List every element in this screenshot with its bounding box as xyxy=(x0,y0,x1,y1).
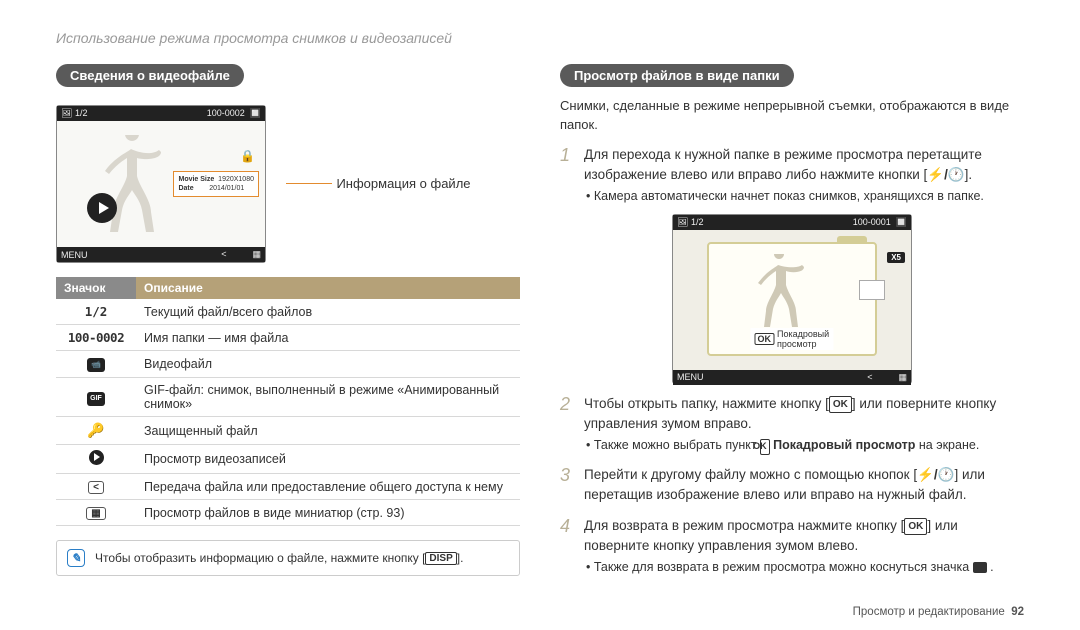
step-text: Перейти к другому файлу можно с помощью … xyxy=(584,465,1024,506)
grid-icon: ▦ xyxy=(252,249,261,260)
play-icon xyxy=(89,450,104,465)
photo-stack-icon xyxy=(859,280,885,300)
table-row: 100-0002Имя папки — имя файла xyxy=(56,325,520,351)
file-info-box: Movie Size 1920X1080 Date 2014/01/01 xyxy=(173,171,259,197)
table-row: ▦Просмотр файлов в виде миниатюр (стр. 9… xyxy=(56,500,520,526)
folder-dark-icon xyxy=(973,562,987,573)
camera-icon: 📹 xyxy=(87,358,105,372)
step-text: Для перехода к нужной папке в режиме про… xyxy=(584,145,1024,186)
x5-badge: X5 xyxy=(887,252,905,263)
disp-button: DISP xyxy=(425,552,456,565)
share-icon: < xyxy=(867,372,872,383)
dancer-silhouette xyxy=(749,254,819,336)
note-box: ✎ Чтобы отобразить информацию о файле, н… xyxy=(56,540,520,576)
table-row: 📹Видеофайл xyxy=(56,351,520,378)
lock-icon: 🔑 xyxy=(87,422,104,438)
step-number: 1 xyxy=(560,145,576,186)
step-number: 4 xyxy=(560,516,576,557)
folder-preview-screen: 🖼 1/2 100-0001 🔲 X5 OKПокадровый просмот… xyxy=(672,214,912,384)
menu-label: MENU xyxy=(677,372,704,382)
menu-label: MENU xyxy=(61,250,88,260)
bullet-text: Камера автоматически начнет показ снимко… xyxy=(560,187,1024,206)
landscape-icon: 🖼 1/2 xyxy=(61,108,87,119)
table-row: Просмотр видеозаписей xyxy=(56,445,520,474)
ok-button-icon: OK xyxy=(829,396,852,413)
video-preview-screen: 🖼 1/2 100-0002 🔲 🔒 Movie Size 1920X1080 … xyxy=(56,105,266,263)
step-number: 3 xyxy=(560,465,576,506)
step-text: Для возврата в режим просмотра нажмите к… xyxy=(584,516,1024,557)
bullet-text: Также для возврата в режим просмотра мож… xyxy=(560,558,1024,577)
step-number: 2 xyxy=(560,394,576,435)
grid-icon: ▦ xyxy=(86,507,105,520)
play-icon xyxy=(87,193,117,223)
info-caption: Информация о файле xyxy=(336,176,470,191)
grid-icon: ▦ xyxy=(898,372,907,383)
table-row: 1/2Текущий файл/всего файлов xyxy=(56,299,520,325)
share-icon: < xyxy=(221,249,226,260)
icon-description-table: Значок Описание 1/2Текущий файл/всего фа… xyxy=(56,277,520,526)
left-section-title: Сведения о видеофайле xyxy=(56,64,244,87)
th-desc: Описание xyxy=(136,277,520,299)
gif-icon: GIF xyxy=(87,392,105,406)
file-number: 100-0002 🔲 xyxy=(207,108,261,119)
page-footer: Просмотр и редактирование 92 xyxy=(853,606,1024,618)
right-section-title: Просмотр файлов в виде папки xyxy=(560,64,794,87)
step-text: Чтобы открыть папку, нажмите кнопку [OK]… xyxy=(584,394,1024,435)
folder-graphic: OKПокадровый просмотр xyxy=(707,242,877,356)
table-row: GIFGIF-файл: снимок, выполненный в режим… xyxy=(56,378,520,417)
share-icon: < xyxy=(88,481,104,494)
landscape-icon: 🖼 1/2 xyxy=(677,217,703,228)
ok-frame-view: OKПокадровый просмотр xyxy=(751,328,834,350)
bullet-text: Также можно выбрать пункт OK Покадровый … xyxy=(560,436,1024,455)
page-header: Использование режима просмотра снимков и… xyxy=(56,30,1024,46)
th-icon: Значок xyxy=(56,277,136,299)
table-row: <Передача файла или предоставление общег… xyxy=(56,474,520,500)
callout-line xyxy=(286,183,332,184)
intro-text: Снимки, сделанные в режиме непрерывной с… xyxy=(560,97,1024,135)
dancer-silhouette xyxy=(92,135,172,247)
table-row: 🔑Защищенный файл xyxy=(56,417,520,445)
ok-button-icon: OK xyxy=(904,518,927,535)
info-icon: ✎ xyxy=(67,549,85,567)
lock-icon: 🔒 xyxy=(240,149,255,163)
file-number: 100-0001 🔲 xyxy=(853,217,907,228)
